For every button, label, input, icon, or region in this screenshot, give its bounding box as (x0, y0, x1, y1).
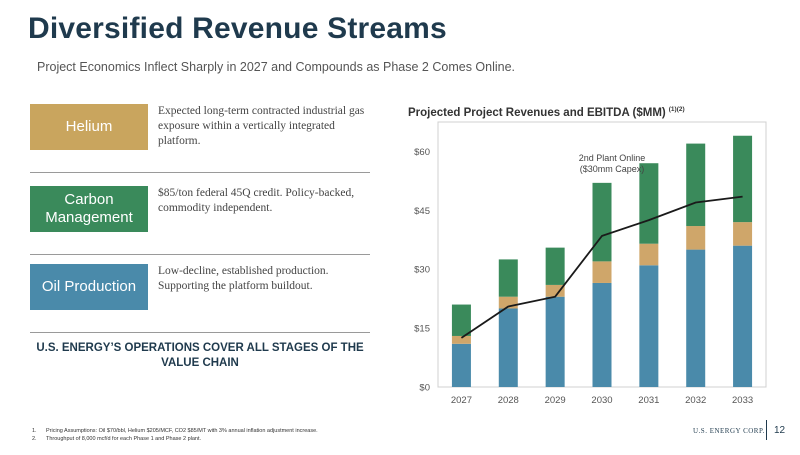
bar-oil-production (592, 282, 612, 387)
bar-helium (592, 261, 612, 283)
divider (30, 172, 370, 173)
bar-oil-production (498, 308, 518, 387)
bar-helium (545, 284, 565, 297)
footnote-text: Pricing Assumptions: Oil $70/bbl, Helium… (46, 428, 318, 434)
stream-carbon-management-label: Carbon Management (30, 186, 148, 232)
bar-helium (733, 222, 753, 246)
bar-carbon-management (498, 259, 518, 297)
y-tick-label: $45 (414, 206, 430, 217)
x-tick-label: 2028 (498, 395, 519, 406)
chart-title: Projected Project Revenues and EBITDA ($… (408, 106, 685, 119)
bar-oil-production (639, 265, 659, 387)
stream-carbon-management-description: $85/ton federal 45Q credit. Policy-backe… (158, 187, 355, 214)
stream-oil-production: Oil Production Low-decline, established … (30, 264, 370, 334)
bar-oil-production (451, 343, 471, 387)
footnotes: 1. Pricing Assumptions: Oil $70/bbl, Hel… (32, 427, 318, 443)
divider (30, 332, 370, 333)
y-tick-label: $0 (419, 383, 430, 394)
stream-helium-description: Expected long-term contracted industrial… (158, 105, 365, 147)
footnote-number: 1. (32, 428, 37, 434)
bar-oil-production (545, 296, 565, 387)
annotation-text: 2nd Plant Online (579, 153, 646, 163)
footnote-text: Throughput of 8,000 mcf/d for each Phase… (46, 436, 202, 442)
bar-helium (686, 226, 706, 250)
revenue-ebitda-chart: Projected Project Revenues and EBITDA ($… (408, 106, 767, 406)
bar-oil-production (686, 249, 706, 387)
footnote-number: 2. (32, 436, 37, 442)
divider (30, 254, 370, 255)
page-title: Diversified Revenue Streams (28, 12, 447, 45)
x-tick-label: 2032 (685, 395, 706, 406)
bar-helium (451, 335, 471, 344)
y-tick-label: $15 (414, 324, 430, 335)
stream-helium: Helium Expected long-term contracted ind… (30, 104, 370, 174)
bar-helium (639, 243, 659, 266)
x-tick-label: 2029 (545, 395, 566, 406)
bar-carbon-management (686, 143, 706, 227)
bar-oil-production (733, 245, 753, 387)
y-tick-label: $60 (414, 147, 430, 158)
stream-helium-label: Helium (30, 104, 148, 150)
bar-carbon-management (545, 247, 565, 285)
value-chain-callout: U.S. ENERGY’S OPERATIONS COVER ALL STAGE… (36, 342, 364, 369)
x-tick-label: 2033 (732, 395, 753, 406)
y-tick-label: $30 (414, 265, 430, 276)
stream-oil-production-label: Oil Production (30, 264, 148, 310)
bar-carbon-management (733, 135, 753, 223)
page-number-divider (766, 420, 767, 440)
stream-oil-production-description: Low-decline, established production. Sup… (158, 265, 329, 292)
bar-carbon-management (451, 304, 471, 336)
stream-carbon-management: Carbon Management $85/ton federal 45Q cr… (30, 186, 370, 256)
bar-helium (498, 296, 518, 309)
chart-title-superscript: (1)(2) (669, 106, 685, 113)
x-tick-label: 2031 (638, 395, 659, 406)
x-tick-label: 2027 (451, 395, 472, 406)
page-subtitle: Project Economics Inflect Sharply in 202… (37, 60, 516, 74)
annotation-text: ($30mm Capex) (580, 164, 645, 174)
bar-carbon-management (592, 182, 612, 262)
bar-carbon-management (639, 163, 659, 244)
page-number: 12 (774, 425, 786, 436)
footnote: 2. Throughput of 8,000 mcf/d for each Ph… (32, 435, 318, 443)
company-logo: U.S. ENERGY CORP. (693, 427, 765, 435)
footnote: 1. Pricing Assumptions: Oil $70/bbl, Hel… (32, 427, 318, 435)
x-tick-label: 2030 (591, 395, 612, 406)
